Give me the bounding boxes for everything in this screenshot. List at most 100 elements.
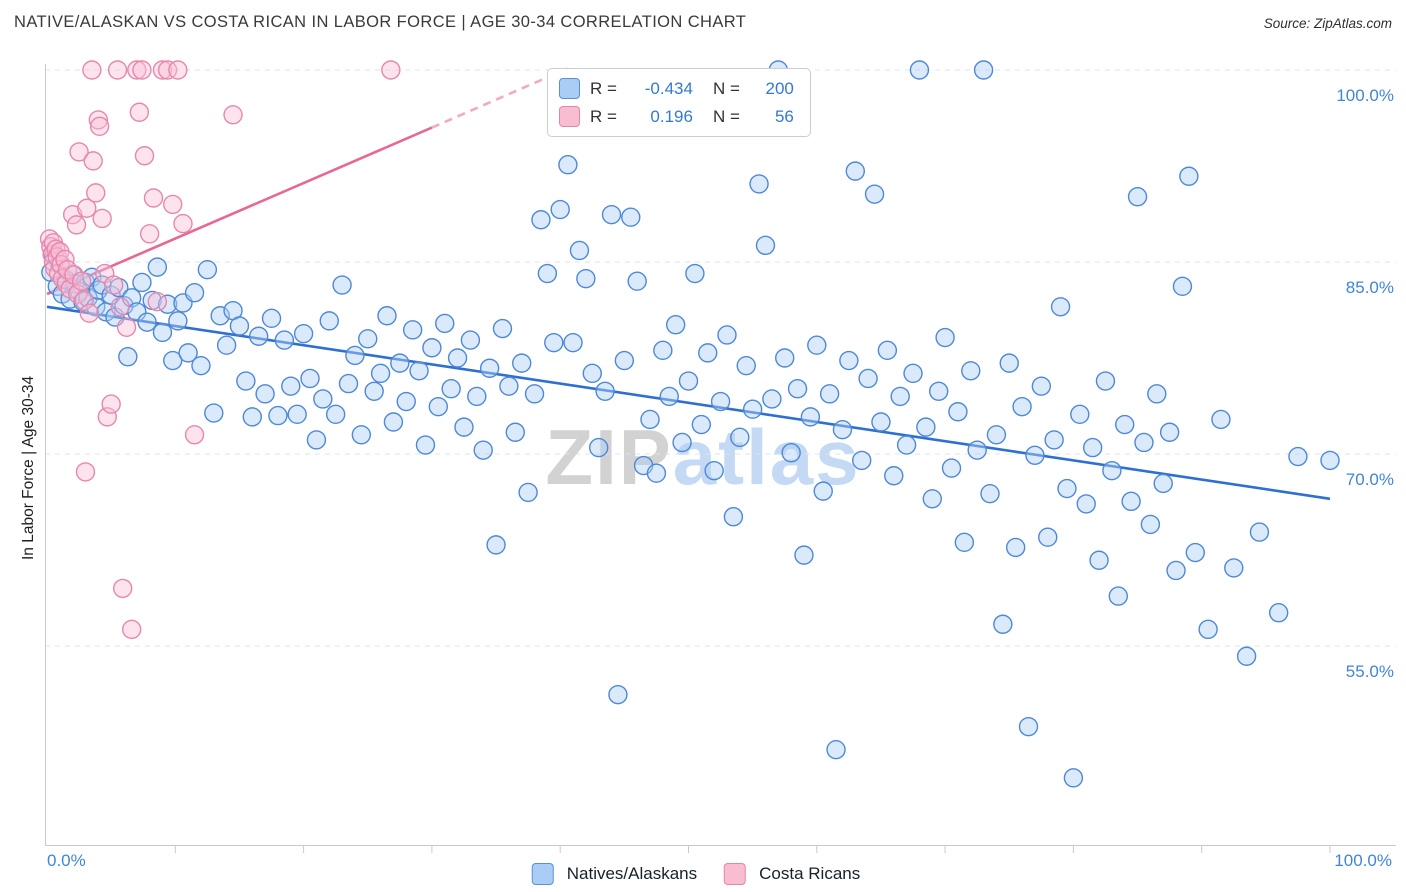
native-point <box>204 403 224 423</box>
native-point <box>544 332 564 353</box>
n-value: 200 <box>765 78 794 98</box>
native-point <box>1153 473 1173 494</box>
costa-rican-point <box>77 198 97 218</box>
costa-rican-point <box>62 204 83 225</box>
native-point <box>775 348 795 368</box>
native-point <box>524 384 545 404</box>
native-point <box>435 313 455 334</box>
native-point <box>890 386 910 407</box>
chart-title: NATIVE/ALASKAN VS COSTA RICAN IN LABOR F… <box>14 13 747 31</box>
native-point <box>236 371 256 391</box>
native-point <box>1140 514 1161 535</box>
native-point <box>1095 371 1116 391</box>
native-point <box>640 409 660 430</box>
native-point <box>800 407 821 427</box>
r-value: 0.196 <box>650 106 693 126</box>
native-point <box>377 306 397 326</box>
native-point <box>563 332 583 353</box>
native-point <box>550 199 570 220</box>
costa-rican-point <box>121 619 142 640</box>
native-point <box>608 684 628 705</box>
y-axis-label: In Labor Force | Age 30-34 <box>20 375 37 560</box>
native-point <box>794 545 814 565</box>
native-point <box>479 358 500 378</box>
native-point <box>922 489 942 509</box>
native-point <box>852 450 872 471</box>
native-point <box>1198 619 1218 640</box>
native-point <box>717 325 737 345</box>
native-point <box>1224 558 1244 578</box>
native-point <box>569 240 590 261</box>
costa-rican-point <box>57 259 78 280</box>
natives-swatch <box>559 78 580 99</box>
native-point <box>678 371 699 391</box>
costa-rican-point <box>129 102 150 122</box>
native-point <box>659 386 679 407</box>
native-point <box>152 322 173 343</box>
native-point <box>505 422 525 442</box>
watermark-zip: ZIP <box>545 413 673 501</box>
y-tick-100: 100.0% <box>1336 86 1394 105</box>
costa-rican-point <box>66 215 87 235</box>
native-point <box>531 210 551 230</box>
native-point <box>467 386 487 407</box>
costa-rican-point <box>381 60 401 80</box>
native-point <box>1063 768 1084 788</box>
native-point <box>973 60 994 80</box>
costa-ricans-legend-label: Costa Ricans <box>759 864 861 883</box>
native-point <box>896 435 917 455</box>
natives-trend-line <box>46 305 1331 501</box>
legend-row-natives: R = -0.434 N = 200 <box>559 78 794 99</box>
native-point <box>351 425 372 445</box>
native-point <box>1108 586 1129 606</box>
native-point <box>345 345 365 366</box>
native-point <box>576 268 596 289</box>
native-point <box>1076 494 1096 514</box>
native-point <box>1127 187 1148 207</box>
source-link[interactable]: Source: ZipAtlas.com <box>1263 16 1392 31</box>
native-point <box>685 263 705 284</box>
native-point <box>916 417 936 437</box>
native-point <box>255 384 275 404</box>
native-point <box>163 350 183 371</box>
native-point <box>948 402 968 422</box>
native-point <box>512 353 532 373</box>
costa-rican-point <box>139 224 160 244</box>
costa-rican-point <box>71 271 92 291</box>
native-point <box>928 381 949 401</box>
native-point <box>993 614 1013 634</box>
native-point <box>248 326 269 346</box>
native-point <box>986 425 1007 445</box>
native-point <box>338 373 359 394</box>
x-tick-100: 100.0% <box>1334 851 1392 870</box>
native-point <box>1320 450 1340 471</box>
native-point <box>409 361 429 381</box>
native-point <box>781 443 801 463</box>
native-point <box>826 739 846 760</box>
native-point <box>665 315 686 335</box>
native-point <box>118 347 138 367</box>
native-point <box>1121 491 1141 512</box>
costa-ricans-legend-swatch <box>724 863 747 885</box>
native-point <box>447 348 468 368</box>
native-point <box>909 60 930 80</box>
native-point <box>1005 537 1026 558</box>
correlation-legend: R = -0.434 N = 200 R = 0.196 N = 56 <box>547 68 811 137</box>
costa-rican-point <box>184 425 205 445</box>
costa-rican-point <box>82 60 102 80</box>
native-point <box>402 320 423 340</box>
legend-row-costa-ricans: R = 0.196 N = 56 <box>559 106 794 127</box>
costa-rican-point <box>134 146 155 166</box>
costa-rican-point <box>163 194 183 215</box>
native-point <box>1089 550 1109 570</box>
n-label: N = <box>712 106 740 126</box>
native-point <box>627 271 647 291</box>
native-point <box>582 363 602 384</box>
native-point <box>858 368 878 389</box>
native-point <box>595 381 615 401</box>
native-point <box>1147 384 1167 404</box>
native-point <box>168 311 188 331</box>
native-point <box>293 323 314 344</box>
native-point <box>730 427 750 448</box>
